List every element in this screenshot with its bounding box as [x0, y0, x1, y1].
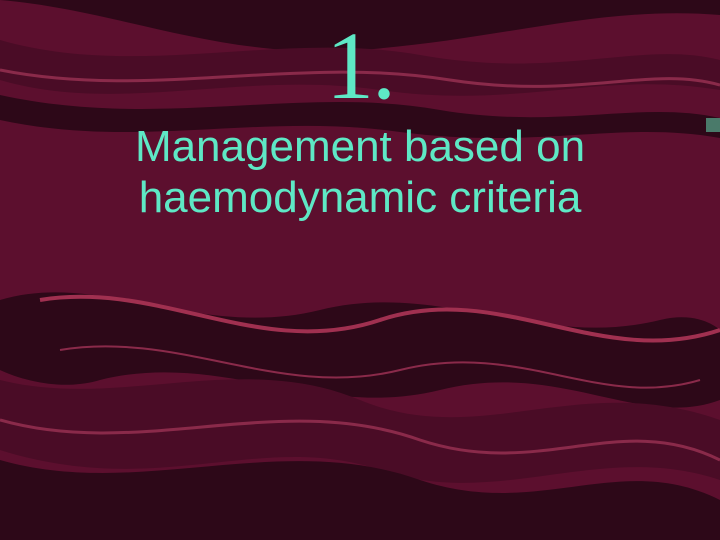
- slide-content: 1. Management based on haemodynamic crit…: [0, 0, 720, 223]
- slide: 1. Management based on haemodynamic crit…: [0, 0, 720, 540]
- slide-subtitle: Management based on haemodynamic criteri…: [0, 122, 720, 223]
- subtitle-line-2: haemodynamic criteria: [139, 173, 582, 222]
- slide-number: 1.: [0, 18, 720, 114]
- subtitle-line-1: Management based on: [135, 122, 585, 171]
- accent-square: [706, 118, 720, 132]
